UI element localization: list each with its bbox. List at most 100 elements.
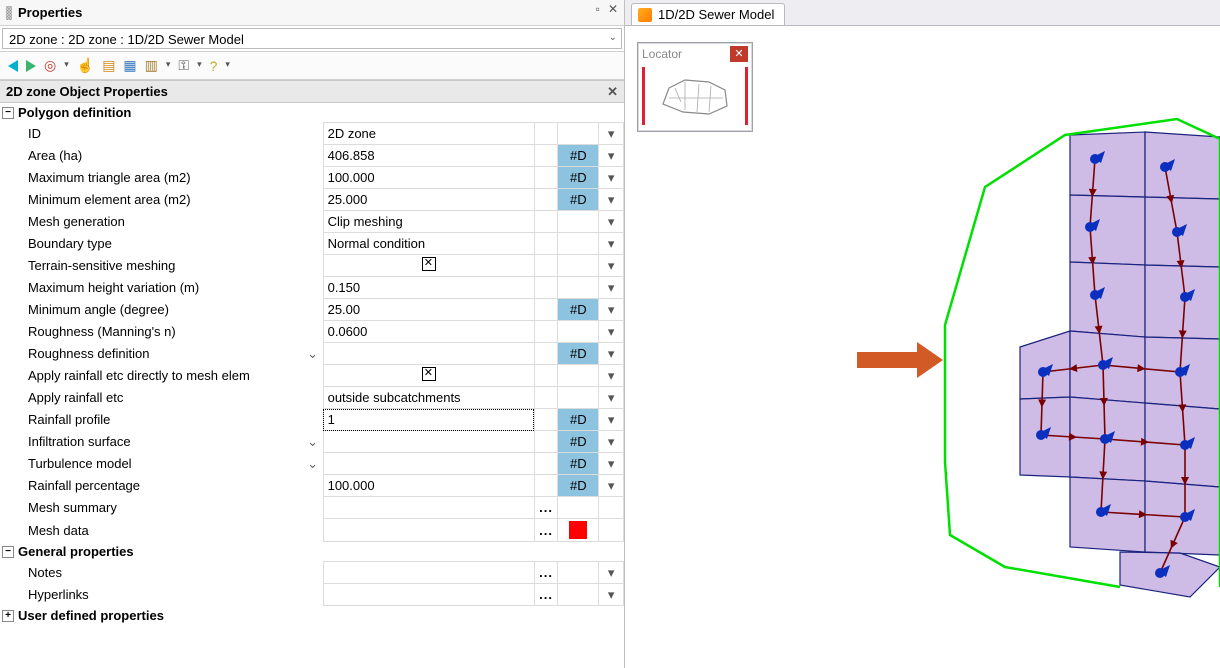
property-value[interactable]: 406.858	[323, 145, 534, 167]
sheet-icon[interactable]: ▤	[102, 57, 115, 74]
target-icon[interactable]: ◎	[44, 57, 56, 74]
property-value[interactable]	[323, 365, 534, 387]
chevron-down-icon[interactable]: ▾	[599, 453, 624, 475]
chevron-down-icon[interactable]: ⌄	[303, 343, 324, 365]
chevron-down-icon[interactable]: ▾	[599, 343, 624, 365]
property-value[interactable]: 100.000	[323, 167, 534, 189]
ellipsis-button[interactable]: ...	[534, 584, 557, 606]
property-value[interactable]: 25.000	[323, 189, 534, 211]
grid-icon[interactable]: ▦	[123, 57, 136, 74]
chevron-down-icon[interactable]: ▾	[197, 59, 202, 70]
flag-cell[interactable]: #D	[558, 299, 599, 321]
checkbox-icon[interactable]	[422, 367, 436, 381]
chevron-down-icon[interactable]: ▾	[599, 189, 624, 211]
back-arrow-icon[interactable]	[8, 60, 18, 72]
chevron-down-icon[interactable]: ▾	[599, 211, 624, 233]
property-value[interactable]: 0.0600	[323, 321, 534, 343]
flag-cell[interactable]: #D	[558, 453, 599, 475]
catchment-polygon[interactable]	[1145, 132, 1220, 199]
chevron-down-icon[interactable]: ▾	[599, 277, 624, 299]
chevron-down-icon[interactable]: ▾	[599, 123, 624, 145]
property-value[interactable]: 100.000	[323, 475, 534, 497]
flag-cell[interactable]	[558, 277, 599, 299]
chevron-down-icon[interactable]: ▾	[599, 431, 624, 453]
locator-window[interactable]: Locator ✕	[637, 42, 753, 132]
chevron-down-icon[interactable]: ⌄	[303, 431, 324, 453]
property-value[interactable]	[323, 584, 534, 606]
checkbox-icon[interactable]	[422, 257, 436, 271]
catchment-polygon[interactable]	[1120, 552, 1220, 597]
chevron-down-icon[interactable]: ▾	[166, 59, 171, 70]
property-value[interactable]	[323, 431, 534, 453]
property-value[interactable]: 1	[323, 409, 534, 431]
flag-cell[interactable]	[558, 584, 599, 606]
flag-cell[interactable]: #D	[558, 409, 599, 431]
ellipsis-button[interactable]: ...	[534, 497, 557, 519]
locator-close-icon[interactable]: ✕	[730, 46, 748, 62]
flag-cell[interactable]: #D	[558, 431, 599, 453]
chevron-down-icon[interactable]: ▾	[599, 299, 624, 321]
flag-cell[interactable]: #D	[558, 167, 599, 189]
property-value[interactable]	[323, 255, 534, 277]
catchment-polygon[interactable]	[1070, 132, 1145, 197]
catchment-polygon[interactable]	[1070, 262, 1145, 337]
property-group-header[interactable]: +User defined properties	[0, 606, 624, 625]
chevron-down-icon[interactable]: ▾	[599, 562, 624, 584]
flag-cell[interactable]: #D	[558, 475, 599, 497]
property-value[interactable]	[323, 343, 534, 365]
catchment-polygon[interactable]	[1070, 195, 1145, 265]
flag-cell[interactable]	[558, 123, 599, 145]
property-group-header[interactable]: −Polygon definition	[0, 103, 624, 122]
forward-arrow-icon[interactable]	[26, 60, 36, 72]
chevron-down-icon[interactable]: ▾	[225, 59, 230, 70]
object-selector-combo[interactable]: 2D zone : 2D zone : 1D/2D Sewer Model ⌄	[2, 28, 622, 49]
property-value[interactable]: 25.00	[323, 299, 534, 321]
flag-cell[interactable]: #D	[558, 343, 599, 365]
property-group-header[interactable]: −General properties	[0, 542, 624, 561]
properties-title-bar[interactable]: Properties ▫ ✕	[0, 0, 624, 26]
property-value[interactable]	[323, 562, 534, 584]
chevron-down-icon[interactable]: ▾	[599, 233, 624, 255]
chevron-down-icon[interactable]: ⌄	[303, 453, 324, 475]
property-value[interactable]: outside subcatchments	[323, 387, 534, 409]
property-value[interactable]: 2D zone	[323, 123, 534, 145]
key-icon[interactable]: ⚿	[178, 57, 189, 74]
flag-cell[interactable]: #D	[558, 189, 599, 211]
property-value[interactable]	[323, 453, 534, 475]
collapse-icon[interactable]: −	[2, 546, 14, 558]
chevron-down-icon[interactable]: ▾	[599, 475, 624, 497]
property-value[interactable]	[323, 497, 534, 519]
red-flag-icon[interactable]	[569, 521, 587, 539]
chevron-down-icon[interactable]: ▾	[599, 321, 624, 343]
chevron-down-icon[interactable]: ▾	[599, 584, 624, 606]
db-icon[interactable]: ▥	[145, 57, 158, 74]
flag-cell[interactable]	[558, 365, 599, 387]
chevron-down-icon[interactable]: ▾	[599, 365, 624, 387]
flag-cell[interactable]	[558, 211, 599, 233]
chevron-down-icon[interactable]: ▾	[599, 255, 624, 277]
chevron-down-icon[interactable]: ▾	[599, 387, 624, 409]
property-value[interactable]	[323, 519, 534, 542]
property-value[interactable]: Normal condition	[323, 233, 534, 255]
flag-cell[interactable]: #D	[558, 145, 599, 167]
flag-cell[interactable]	[558, 321, 599, 343]
ellipsis-button[interactable]: ...	[534, 562, 557, 584]
close-icon[interactable]: ✕	[607, 84, 618, 100]
help-icon[interactable]: ?	[210, 58, 218, 74]
tab-sewer-model[interactable]: 1D/2D Sewer Model	[631, 3, 785, 25]
chevron-down-icon[interactable]: ▾	[599, 145, 624, 167]
property-value[interactable]: Clip meshing	[323, 211, 534, 233]
flag-cell[interactable]	[558, 387, 599, 409]
flag-cell[interactable]	[558, 255, 599, 277]
panel-min-icon[interactable]: ▫	[594, 2, 602, 16]
flag-cell[interactable]	[558, 497, 599, 519]
hand-icon[interactable]: ☝	[77, 57, 94, 74]
chevron-down-icon[interactable]: ▾	[599, 409, 624, 431]
flag-cell[interactable]	[558, 562, 599, 584]
property-value[interactable]: 0.150	[323, 277, 534, 299]
collapse-icon[interactable]: −	[2, 107, 14, 119]
flag-cell[interactable]	[558, 233, 599, 255]
expand-icon[interactable]: +	[2, 610, 14, 622]
chevron-down-icon[interactable]: ▾	[64, 59, 69, 70]
chevron-down-icon[interactable]: ▾	[599, 167, 624, 189]
